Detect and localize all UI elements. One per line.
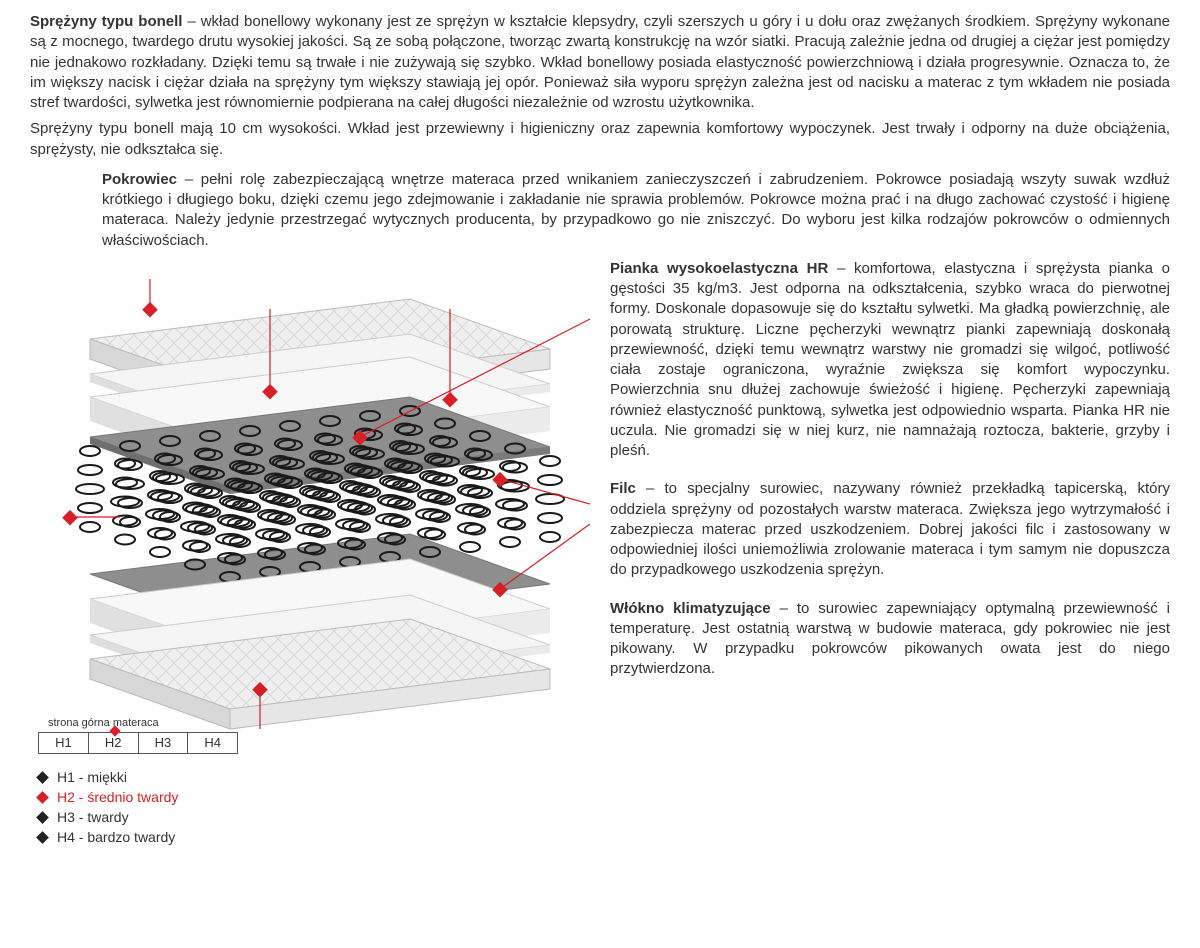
springs-title: Sprężyny typu bonell <box>30 13 182 30</box>
filc-body: – to specjalny surowiec, nazywany równie… <box>610 480 1170 578</box>
hardness-cell-h1: H1 <box>39 733 89 753</box>
legend-row-h1: H1 - miękki <box>38 768 1170 787</box>
pianka-body: – komfortowa, elastyczna i sprężysta pia… <box>610 260 1170 459</box>
diamond-icon <box>36 811 49 824</box>
section-springs: Sprężyny typu bonell – wkład bonellowy w… <box>30 12 1170 113</box>
legend-h1-label: miękki <box>87 768 127 787</box>
legend-h4-label: bardzo twardy <box>87 828 175 847</box>
springs-body2: Sprężyny typu bonell mają 10 cm wysokośc… <box>30 119 1170 160</box>
hardness-cell-h2: H2 <box>89 733 139 753</box>
hardness-cell-h4: H4 <box>188 733 237 753</box>
legend-h3-label: twardy <box>87 808 128 827</box>
hardness-scale: H1 H2 H3 H4 <box>38 732 238 754</box>
section-pokrowiec: Pokrowiec – pełni rolę zabezpieczającą w… <box>102 170 1170 251</box>
section-filc: Filc – to specjalny surowiec, nazywany r… <box>610 479 1170 580</box>
legend-h3-code: H3 <box>57 808 75 827</box>
legend-h1-code: H1 <box>57 768 75 787</box>
hardness-area: strona górna materaca H1 H2 H3 H4 H1 - m… <box>30 716 1170 847</box>
legend-h2-code: H2 <box>57 788 75 807</box>
diamond-icon <box>36 831 49 844</box>
wlokno-title: Włókno klimatyzujące <box>610 600 771 617</box>
mattress-exploded-diagram <box>30 279 590 759</box>
legend-row-h4: H4 - bardzo twardy <box>38 828 1170 847</box>
springs-body1: – wkład bonellowy wykonany jest ze spręż… <box>30 13 1170 111</box>
section-pianka: Pianka wysokoelastyczna HR – komfortowa,… <box>610 259 1170 462</box>
right-column: Pianka wysokoelastyczna HR – komfortowa,… <box>590 259 1170 698</box>
filc-title: Filc <box>610 480 636 497</box>
pokrowiec-title: Pokrowiec <box>102 171 177 188</box>
legend-h4-code: H4 <box>57 828 75 847</box>
diagram-column <box>30 259 590 698</box>
legend-row-h3: H3 - twardy <box>38 808 1170 827</box>
hardness-legend: H1 - miękki H2 - średnio twardy H3 - twa… <box>38 768 1170 847</box>
hardness-cell-h3: H3 <box>139 733 189 753</box>
legend-h2-label: średnio twardy <box>87 788 178 807</box>
diamond-icon <box>36 791 49 804</box>
pokrowiec-body: – pełni rolę zabezpieczającą wnętrze mat… <box>102 171 1170 249</box>
section-wlokno: Włókno klimatyzujące – to surowiec zapew… <box>610 599 1170 680</box>
pianka-title: Pianka wysokoelastyczna HR <box>610 260 828 277</box>
legend-row-h2: H2 - średnio twardy <box>38 788 1170 807</box>
diamond-icon <box>36 771 49 784</box>
